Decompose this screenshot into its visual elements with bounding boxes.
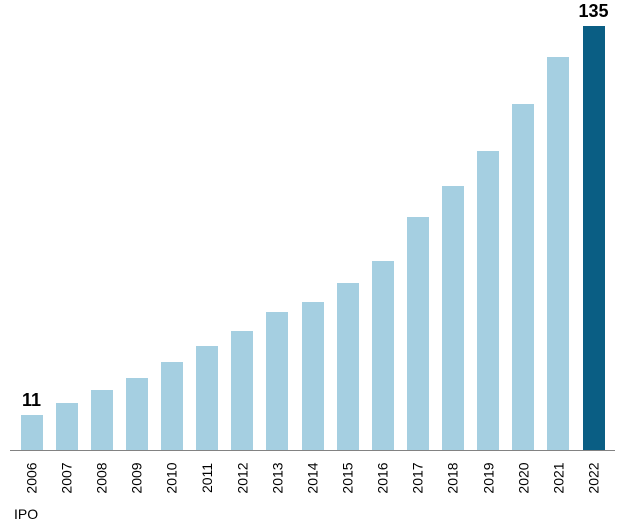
x-tick-label: 2012	[234, 462, 250, 493]
x-tick-label: 2021	[550, 462, 566, 493]
chart-container: 11135 2006200720082009201020112012201320…	[0, 0, 625, 531]
bar-2007	[56, 403, 78, 450]
x-tick-label: 2006	[24, 462, 40, 493]
bars-row: 11 135	[10, 10, 615, 450]
bar-2017	[407, 217, 429, 450]
bar-2010	[161, 362, 183, 450]
bar-2022: 135	[583, 26, 605, 450]
bar-2014	[302, 302, 324, 450]
x-tick-label: 2020	[515, 462, 531, 493]
x-tick-label: 2019	[480, 462, 496, 493]
chart-caption: IPO	[14, 506, 38, 522]
bar-2020	[512, 104, 534, 450]
bar-2012	[231, 331, 253, 450]
x-tick-label: 2017	[410, 462, 426, 493]
x-tick-label: 2013	[269, 462, 285, 493]
x-tick-label: 2011	[199, 463, 215, 493]
bar-value-label: 135	[578, 1, 608, 22]
x-axis-labels: 2006200720082009201020112012201320142015…	[10, 454, 615, 486]
bar-value-label: 11	[22, 390, 41, 411]
x-tick-label: 2015	[340, 462, 356, 493]
bar-2006: 11	[21, 415, 43, 450]
x-tick-label: 2008	[94, 462, 110, 493]
x-tick-label: 2018	[445, 462, 461, 493]
plot-area: 11 135	[10, 10, 615, 451]
x-tick-label: 2022	[586, 462, 602, 493]
bar-2016	[372, 261, 394, 450]
x-tick-label: 2010	[164, 462, 180, 493]
x-tick-label: 2009	[129, 462, 145, 493]
bar-2013	[266, 312, 288, 450]
x-tick-label: 2014	[305, 462, 321, 493]
x-tick-label: 2007	[59, 462, 75, 493]
bar-2019	[477, 151, 499, 450]
bar-2015	[337, 283, 359, 450]
bar-2009	[126, 378, 148, 450]
bar-2021	[547, 57, 569, 450]
bar-2011	[196, 346, 218, 450]
bar-2018	[442, 186, 464, 450]
x-tick-label: 2016	[375, 462, 391, 493]
bar-2008	[91, 390, 113, 450]
